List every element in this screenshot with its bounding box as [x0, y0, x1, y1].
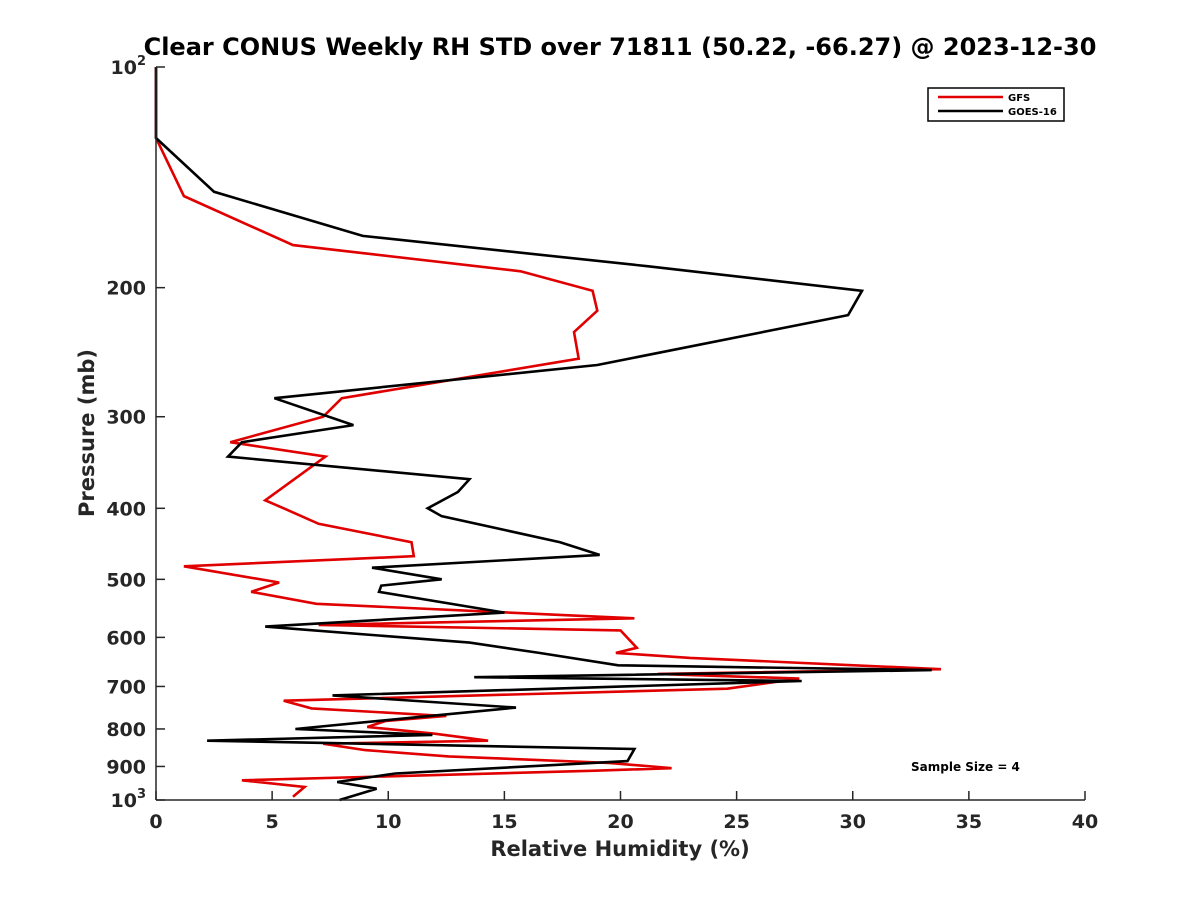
- chart-title: Clear CONUS Weekly RH STD over 71811 (50…: [144, 33, 1097, 61]
- x-tick-label: 10: [375, 811, 401, 833]
- x-tick-label: 20: [607, 811, 633, 833]
- sample-size-annotation: Sample Size = 4: [911, 760, 1020, 774]
- series-line-goes-16: [154, 67, 932, 802]
- x-tick-label: 5: [266, 811, 279, 833]
- x-tick-label: 35: [956, 811, 982, 833]
- y-tick-label: 800: [106, 719, 146, 741]
- y-tick-label: 500: [106, 569, 146, 591]
- y-tick-label: 700: [106, 676, 146, 698]
- x-tick-label: 30: [840, 811, 866, 833]
- y-axis: 102 200 300 400 500 600 700 800 900 103: [106, 54, 165, 812]
- legend-label-gfs: GFS: [1008, 93, 1030, 104]
- y-tick-label: 600: [106, 627, 146, 649]
- y-axis-label: Pressure (mb): [75, 349, 99, 517]
- y-tick-label: 300: [106, 407, 146, 429]
- plot-area: [154, 67, 942, 802]
- y-tick-label: 400: [106, 498, 146, 520]
- legend-label-goes-16: GOES-16: [1008, 107, 1057, 118]
- x-tick-label: 25: [723, 811, 749, 833]
- y-tick-label: 103: [111, 787, 147, 812]
- x-tick-label: 15: [491, 811, 517, 833]
- x-tick-label: 40: [1072, 811, 1098, 833]
- y-tick-label: 200: [106, 278, 146, 300]
- x-tick-label: 0: [149, 811, 162, 833]
- x-axis: 0 5 10 15 20 25 30 35 40: [149, 791, 1098, 833]
- legend-box: [927, 87, 1065, 122]
- y-tick-label: 900: [106, 756, 146, 778]
- legend: GFS GOES-16: [927, 87, 1065, 122]
- y-tick-label: 102: [111, 54, 147, 79]
- x-axis-label: Relative Humidity (%): [490, 837, 749, 861]
- series-line-gfs: [154, 67, 942, 798]
